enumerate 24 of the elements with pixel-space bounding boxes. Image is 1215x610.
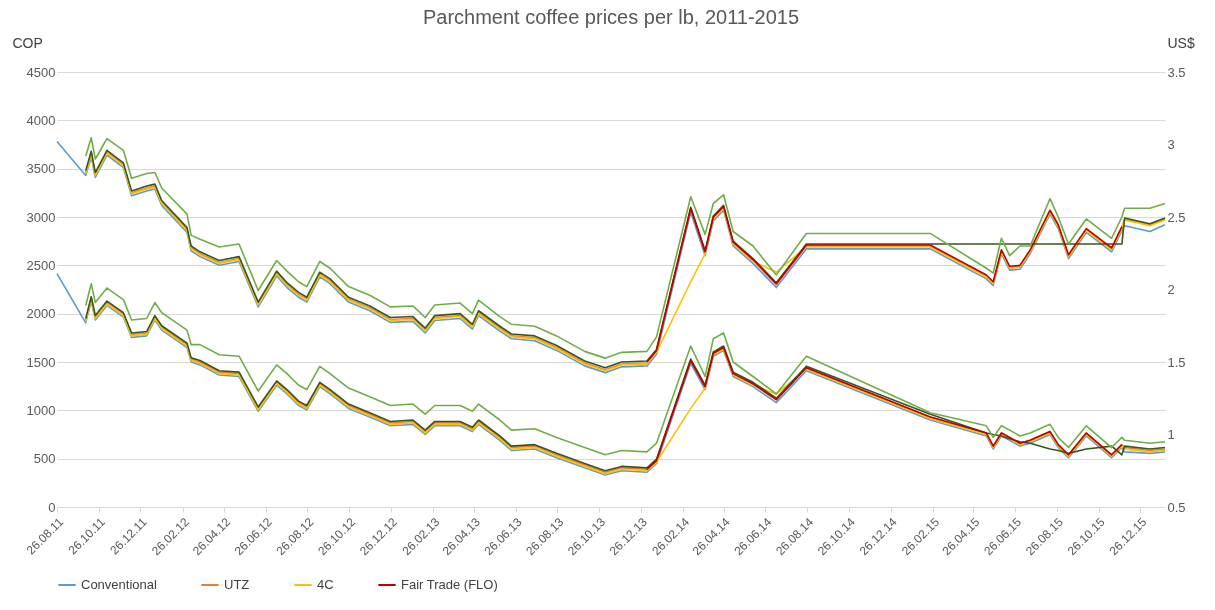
y-tick-label: 3500 [26,161,56,177]
y-tick-label: 500 [33,451,56,467]
legend-label: Conventional [81,577,157,592]
y-tick-label: 0 [48,499,56,515]
y-tick-label: 3000 [26,209,56,225]
legend-label: Fair Trade (FLO) [401,577,498,592]
y2-tick-label: 3 [1167,137,1175,152]
y2-tick-label: 3.5 [1167,64,1186,80]
y-tick-label: 1000 [26,402,56,418]
y2-tick-label: 2.5 [1167,209,1186,225]
y-tick-label: 4500 [26,64,56,80]
legend-label: UTZ [224,577,250,592]
y2-axis-title: US$ [1167,34,1195,51]
y-tick-label: 2500 [26,257,56,273]
y2-tick-label: 0.5 [1167,499,1186,515]
y-axis-title: COP [12,34,43,51]
y2-tick-label: 1.5 [1167,354,1186,370]
y-tick-label: 2000 [26,306,56,322]
y2-tick-label: 1 [1167,427,1175,442]
chart-title: Parchment coffee prices per lb, 2011-2015 [422,6,800,28]
y-tick-label: 1500 [26,354,56,370]
y-tick-label: 4000 [26,112,56,128]
y2-tick-label: 2 [1167,282,1175,297]
legend-label: 4C [317,577,334,592]
